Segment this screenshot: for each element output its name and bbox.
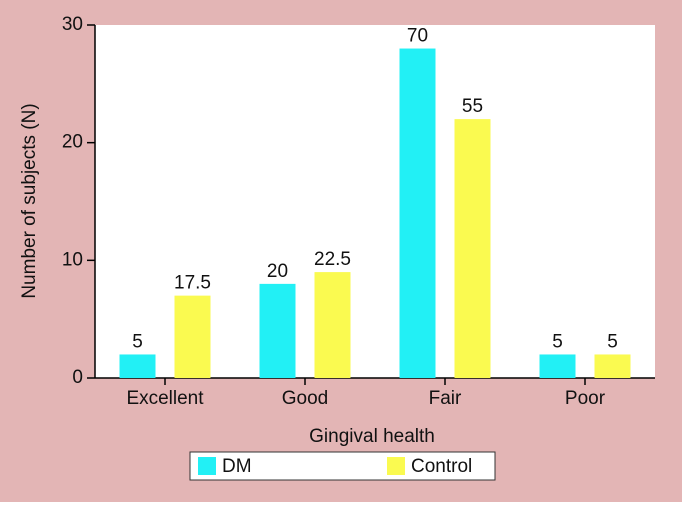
bar bbox=[539, 354, 576, 378]
y-tick-label: 10 bbox=[62, 249, 83, 270]
x-tick-label: Poor bbox=[565, 388, 606, 409]
y-tick-label: 0 bbox=[72, 367, 83, 388]
x-tick-label: Fair bbox=[429, 388, 462, 409]
value-label: 70 bbox=[407, 26, 428, 47]
value-label: 5 bbox=[552, 331, 563, 352]
value-label: 55 bbox=[462, 96, 483, 117]
bar bbox=[259, 283, 296, 378]
legend-label: Control bbox=[411, 456, 472, 477]
bar bbox=[119, 354, 156, 378]
x-tick-label: Good bbox=[282, 388, 328, 409]
legend-swatch bbox=[387, 457, 405, 475]
value-label: 22.5 bbox=[314, 249, 351, 270]
legend bbox=[189, 451, 496, 481]
x-axis-label: Gingival health bbox=[309, 426, 435, 447]
y-tick-label: 30 bbox=[62, 14, 83, 35]
y-tick-label: 20 bbox=[62, 132, 83, 153]
value-label: 5 bbox=[607, 331, 618, 352]
value-label: 5 bbox=[132, 331, 143, 352]
bar bbox=[454, 119, 491, 378]
x-tick-label: Excellent bbox=[126, 388, 204, 409]
bar bbox=[399, 48, 436, 379]
legend-label: DM bbox=[222, 456, 252, 477]
bar bbox=[174, 295, 211, 378]
bar bbox=[594, 354, 631, 378]
value-label: 17.5 bbox=[174, 273, 211, 294]
bar bbox=[314, 272, 351, 378]
legend-swatch bbox=[198, 457, 216, 475]
value-label: 20 bbox=[267, 261, 288, 282]
y-axis-label: Number of subjects (N) bbox=[19, 103, 40, 298]
